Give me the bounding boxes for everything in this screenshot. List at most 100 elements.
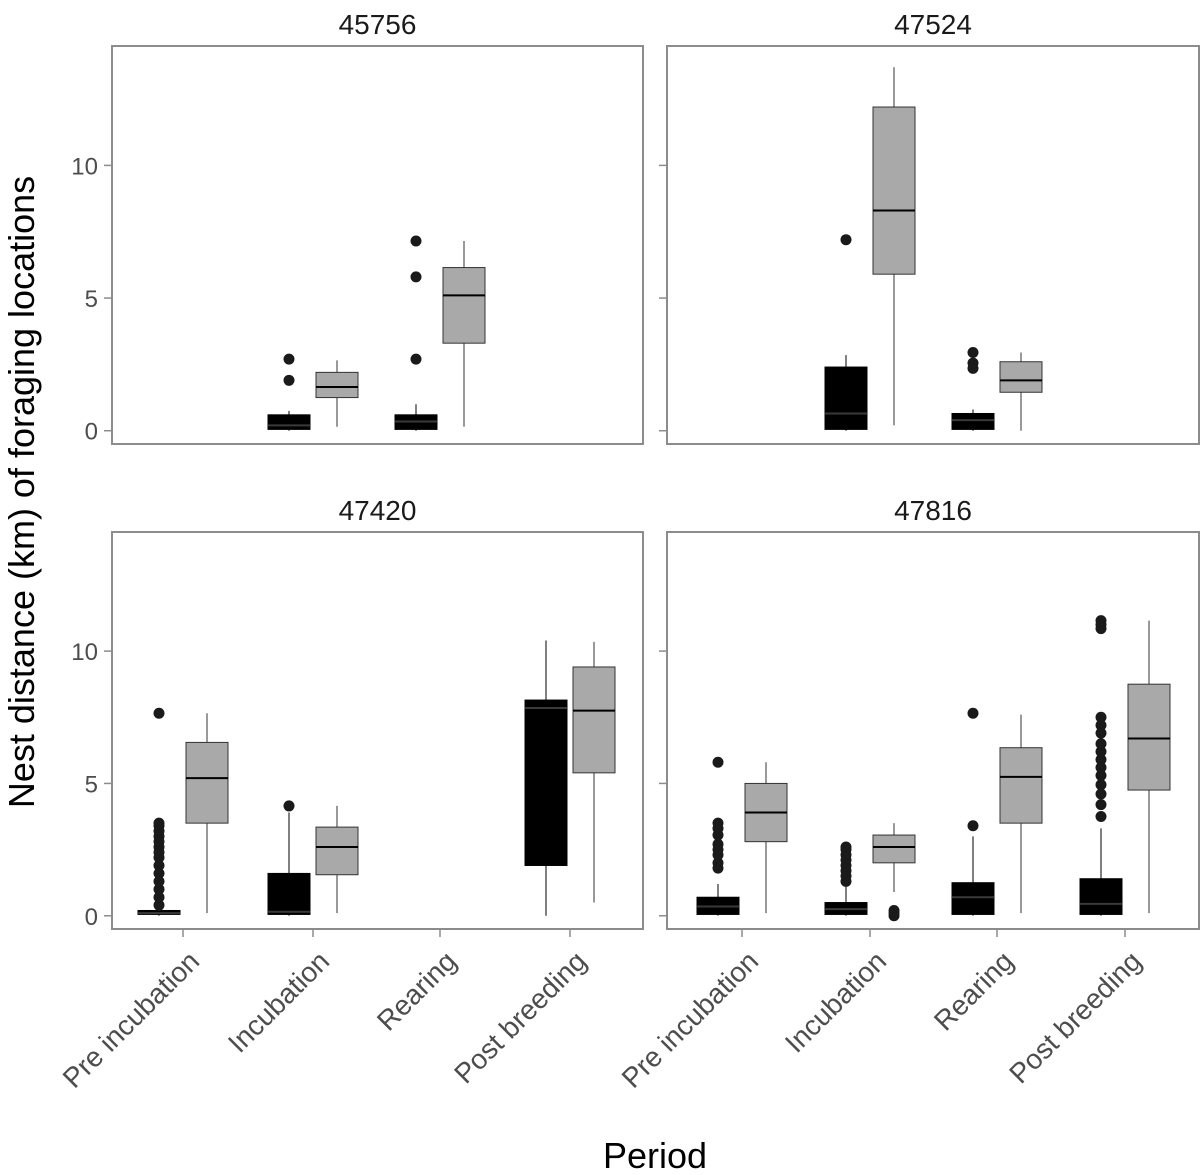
box-light-pre-incubation [744, 762, 788, 914]
box-body [872, 834, 916, 864]
box-light-rearing [999, 714, 1043, 914]
x-tick-label: Post breeding [1003, 945, 1147, 1089]
x-tick-label: Post breeding [448, 945, 592, 1089]
box-body [315, 826, 359, 876]
y-tick-label: 5 [85, 286, 98, 313]
outlier-point [967, 346, 979, 358]
x-axis-title: Period [603, 1135, 707, 1175]
outlier-point [1095, 799, 1107, 811]
y-tick-label: 0 [85, 904, 98, 931]
box-body [524, 699, 568, 866]
box-body [872, 106, 916, 275]
x-tick-label: Rearing [371, 945, 462, 1036]
box-body [185, 741, 229, 824]
panel-border [111, 45, 644, 445]
box-light-post-breeding [1127, 620, 1171, 914]
outlier-point [1095, 811, 1107, 823]
panel-title: 45756 [339, 9, 417, 40]
box-dark-rearing [394, 235, 438, 431]
outlier-point [967, 357, 979, 369]
outlier-point [283, 353, 295, 365]
panel-border [111, 531, 644, 930]
outlier-point [153, 707, 165, 719]
box-dark-incubation [824, 841, 868, 916]
x-tick-label: Rearing [928, 945, 1019, 1036]
panel-47524: 47524 [659, 9, 1200, 445]
outlier-point [153, 883, 165, 895]
box-light-pre-incubation [185, 713, 229, 914]
x-tick-label: Incubation [779, 945, 892, 1058]
x-tick-label: Pre incubation [57, 945, 206, 1094]
outlier-point [410, 271, 422, 283]
panel-45756: 45756 0 5 10 [71, 9, 644, 446]
outlier-point [1095, 738, 1107, 750]
y-tick-label: 10 [71, 639, 98, 666]
box-body [1079, 878, 1123, 915]
y-tick-label: 5 [85, 771, 98, 798]
box-dark-pre-incubation [696, 756, 740, 916]
outlier-point [1095, 727, 1107, 739]
box-body [267, 414, 311, 430]
box-body [1127, 683, 1171, 791]
y-tick-label: 0 [85, 419, 98, 446]
outlier-point [712, 838, 724, 850]
outlier-point [153, 899, 165, 911]
outlier-point [1095, 788, 1107, 800]
outlier-point [712, 857, 724, 869]
outlier-point [153, 859, 165, 871]
panel-border [666, 45, 1200, 445]
y-tick-label: 10 [71, 153, 98, 180]
outlier-point [1095, 779, 1107, 791]
outlier-point [712, 817, 724, 829]
box-dark-post-breeding [1079, 615, 1123, 916]
outlier-point [840, 234, 852, 246]
outlier-point [410, 353, 422, 365]
outlier-point [1095, 719, 1107, 731]
outlier-point [967, 707, 979, 719]
box-dark-post-breeding [524, 640, 568, 916]
outlier-point [283, 374, 295, 386]
box-dark-rearing [951, 707, 995, 916]
panel-title: 47816 [894, 495, 972, 526]
outlier-point [1095, 762, 1107, 774]
box-light-rearing [999, 352, 1043, 431]
box-body [951, 882, 995, 915]
box-dark-incubation [824, 234, 868, 431]
outlier-point [153, 867, 165, 879]
box-body [951, 412, 995, 430]
panel-47420: 47420 0 5 10 Pre incubation Incubation Rearing… [57, 495, 644, 1094]
box-body [824, 366, 868, 430]
outlier-point [1095, 711, 1107, 723]
outlier-point [1095, 746, 1107, 758]
box-body [999, 747, 1043, 824]
box-light-incubation [872, 67, 916, 426]
outlier-point [712, 756, 724, 768]
panel-title: 47524 [894, 9, 972, 40]
outlier-point [967, 820, 979, 832]
panel-47816: 47816 Pre incubation Incubation RearingPost… [616, 495, 1200, 1094]
outlier-point [410, 235, 422, 247]
outlier-point [283, 800, 295, 812]
outlier-point [1095, 754, 1107, 766]
outlier-point [1095, 615, 1107, 627]
box-body [267, 872, 311, 915]
box-dark-incubation [267, 353, 311, 431]
box-light-rearing [442, 241, 486, 427]
box-body [999, 361, 1043, 393]
box-body [315, 371, 359, 399]
box-body [442, 267, 486, 344]
box-light-post-breeding [572, 641, 616, 903]
box-dark-pre-incubation [137, 707, 181, 916]
box-dark-rearing [951, 346, 995, 431]
x-tick-label: Incubation [222, 945, 335, 1058]
box-light-incubation [872, 823, 916, 922]
outlier-point [153, 891, 165, 903]
box-light-incubation [315, 360, 359, 427]
outlier-point [153, 875, 165, 887]
outlier-point [840, 841, 852, 853]
panel-border [666, 531, 1200, 930]
outlier-point [1095, 769, 1107, 781]
box-dark-incubation [267, 800, 311, 916]
panel-title: 47420 [339, 495, 417, 526]
